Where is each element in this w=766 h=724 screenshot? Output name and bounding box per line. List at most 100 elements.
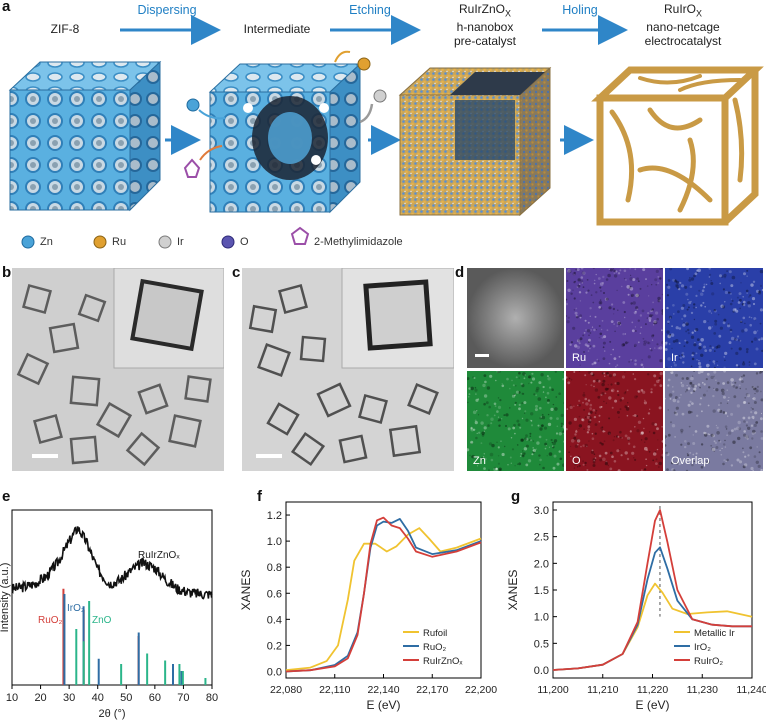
chart-f-ytick-label: 0.2	[267, 640, 282, 652]
legend-methylimidazole-label: 2-Methylimidazole	[314, 236, 403, 248]
panel-letter-f: f	[257, 488, 262, 505]
chart-g-ytick-label: 0.0	[534, 665, 549, 677]
chart-e-ref-label-ruo2: RuO₂	[38, 615, 63, 626]
chart-e-xtick-label: 50	[120, 692, 132, 704]
zif8-cube	[8, 60, 162, 212]
chart-f-series-line-0	[285, 527, 482, 672]
panel-letter-g: g	[511, 488, 521, 505]
nanobox-cube	[398, 66, 552, 217]
chart-g-xtick-label: 11,240	[736, 684, 766, 696]
charts-efg: RuIrZnOₓ RuO₂ IrO₂ ZnO 10 20 30 40 50 60 70 80 Inten…	[0, 501, 766, 720]
chart-g-ytick-label: 1.5	[534, 585, 549, 597]
tem-image-c	[242, 268, 454, 471]
chart-f-ytick-label: 0.8	[267, 562, 282, 574]
chart-f-xtick-label: 22,200	[465, 684, 497, 696]
chart-f-xtick-label: 22,080	[270, 684, 302, 696]
chart-f-ylabel: XANES	[239, 570, 253, 611]
eds-map-ir: Ir	[665, 268, 763, 368]
tem-image-b	[12, 268, 224, 471]
stage-label-h-nanobox: RuIrZnOX h-nanobox pre-catalyst	[453, 2, 517, 49]
scale-bar	[475, 354, 489, 357]
chart-e-xtick-label: 10	[6, 692, 18, 704]
legend-zn-atom	[21, 235, 35, 249]
chart-f-xtick-label: 22,140	[367, 684, 399, 696]
panel-letter-a: a	[2, 0, 11, 15]
legend-zn-label: Zn	[40, 236, 53, 248]
eds-map-overlap: Overlap	[665, 371, 763, 471]
chart-e-xtick-label: 60	[149, 692, 161, 704]
eds-label-ru: Ru	[572, 352, 587, 364]
eds-map-ru: Ru	[566, 268, 663, 368]
step-label-etching: Etching	[349, 3, 391, 17]
haadf-image	[467, 268, 564, 368]
panel-a-legend	[21, 226, 310, 249]
chart-e-frame	[11, 509, 213, 686]
scale-bar	[32, 454, 58, 458]
chart-f-frame	[285, 501, 482, 679]
chart-e-xtick-label: 20	[34, 692, 46, 704]
chart-f-xlabel: E (eV)	[366, 698, 400, 712]
panel-letter-b: b	[2, 264, 12, 281]
legend-methylimidazole-ring	[290, 226, 310, 245]
chart-e-xtick-label: 70	[177, 692, 189, 704]
step-label-dispersing: Dispersing	[137, 3, 197, 17]
eds-label-ir: Ir	[671, 352, 678, 364]
chart-g-legend-label: IrO₂	[694, 642, 711, 653]
stage-label-intermediate: Intermediate	[243, 22, 311, 36]
netcage-cube	[591, 66, 764, 226]
chart-g-ytick-label: 1.0	[534, 612, 549, 624]
chart-g-xtick-label: 11,200	[537, 684, 568, 696]
chart-f-series-line-2	[285, 516, 482, 673]
chart-f-legend-label: RuIrZnOₓ	[423, 656, 463, 667]
chart-e-ref-label-zno: ZnO	[92, 615, 112, 626]
chart-g-ytick-label: 0.5	[534, 638, 549, 650]
chart-g-ytick-label: 3.0	[534, 505, 549, 517]
chart-g-xtick-label: 11,230	[687, 684, 718, 696]
panel-letter-e: e	[2, 488, 11, 505]
chart-g-xtick-label: 11,220	[637, 684, 668, 696]
chart-f-ytick-label: 0.4	[267, 614, 282, 626]
eds-label-overlap: Overlap	[671, 455, 710, 467]
chart-f-xtick-label: 22,170	[416, 684, 448, 696]
chart-g-ytick-label: 2.5	[534, 532, 549, 544]
chart-e-xtick-label: 40	[92, 692, 104, 704]
chart-f-ytick-label: 1.0	[267, 536, 282, 548]
intermediate-cube	[208, 62, 362, 214]
chart-e-ref-label-iro2: IrO₂	[67, 603, 85, 614]
scale-bar	[256, 454, 282, 458]
panel-letter-d: d	[455, 264, 465, 281]
chart-g-legend-label: RuIrO₂	[694, 656, 723, 667]
legend-ir-label: Ir	[177, 236, 184, 248]
eds-map-o: O	[566, 371, 663, 471]
eds-map-zn: Zn	[467, 371, 564, 471]
chart-f-ytick-label: 0.0	[267, 666, 282, 678]
chart-g-ytick-label: 2.0	[534, 558, 549, 570]
chart-g-legend-label: Metallic Ir	[694, 628, 735, 639]
chart-f-series-line-1	[285, 517, 482, 673]
legend-o-label: O	[240, 236, 249, 248]
chart-e-xlabel: 2θ (°)	[98, 708, 125, 720]
chart-e-series-curve	[11, 526, 213, 600]
legend-ru-atom	[93, 235, 107, 249]
legend-ru-label: Ru	[112, 236, 127, 248]
step-label-holing: Holing	[562, 3, 598, 17]
chart-g-xlabel: E (eV)	[635, 698, 669, 712]
chart-e-xtick-label: 80	[206, 692, 218, 704]
chart-g-xtick-label: 11,210	[587, 684, 618, 696]
legend-ir-atom	[158, 235, 172, 249]
chart-g-series-line-2	[552, 509, 752, 671]
stage-label-zif8: ZIF-8	[50, 22, 80, 36]
legend-o-atom	[221, 235, 235, 249]
panel-letter-c: c	[232, 264, 241, 281]
chart-f-ytick-label: 1.2	[267, 510, 282, 522]
chart-e-ylabel: Intensity (a.u.)	[0, 563, 11, 633]
chart-g-ylabel: XANES	[506, 570, 520, 611]
chart-f-legend-label: Rufoil	[423, 628, 447, 639]
eds-label-zn: Zn	[473, 455, 486, 467]
chart-g-series-line-1	[552, 546, 752, 671]
chart-e-xtick-label: 30	[63, 692, 75, 704]
stage-label-nano-netcage: RuIrOX nano-netcage electrocatalyst	[644, 2, 722, 49]
panel-a-schematic	[8, 15, 764, 249]
chart-f-ytick-label: 0.6	[267, 588, 282, 600]
chart-g-frame	[552, 501, 753, 679]
